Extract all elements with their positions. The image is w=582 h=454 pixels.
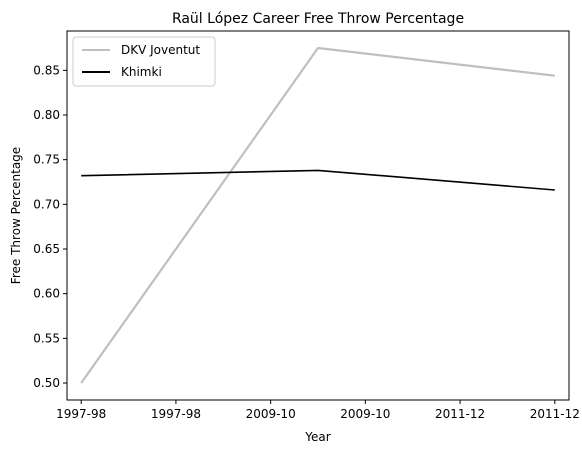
x-tick-label: 2011-12: [530, 407, 580, 421]
y-tick-label: 0.50: [33, 376, 60, 390]
series-layer: [80, 46, 555, 384]
chart-title: Raül López Career Free Throw Percentage: [172, 11, 464, 27]
legend-label-dkv-joventut: DKV Joventut: [121, 43, 200, 57]
y-tick-label: 0.85: [33, 63, 60, 77]
y-tick-label: 0.80: [33, 108, 60, 122]
x-tick-label: 2009-10: [246, 407, 296, 421]
series-line-dkv-joventut: [80, 46, 555, 384]
x-axis-label: Year: [304, 430, 330, 444]
y-tick-label: 0.70: [33, 197, 60, 211]
x-tick-label: 2011-12: [435, 407, 485, 421]
series-line-khimki: [81, 169, 555, 191]
x-axis: 1997-98 1997-98 2009-10 2009-10 2011-12 2011-…: [56, 400, 580, 421]
y-tick-label: 0.65: [33, 242, 60, 256]
plot-area: [66, 30, 570, 401]
y-axis-label: Free Throw Percentage: [9, 147, 23, 284]
y-tick-label: 0.55: [33, 331, 60, 345]
legend: DKV Joventut Khimki: [72, 36, 216, 87]
x-tick-label: 2009-10: [340, 407, 390, 421]
legend-label-khimki: Khimki: [121, 65, 162, 79]
x-tick-label: 1997-98: [151, 407, 201, 421]
y-tick-label: 0.60: [33, 287, 60, 301]
y-tick-label: 0.75: [33, 153, 60, 167]
x-tick-label: 1997-98: [56, 407, 106, 421]
y-axis: 0.50 0.55 0.60 0.65 0.70 0.75 0.80 0.85: [33, 63, 67, 390]
